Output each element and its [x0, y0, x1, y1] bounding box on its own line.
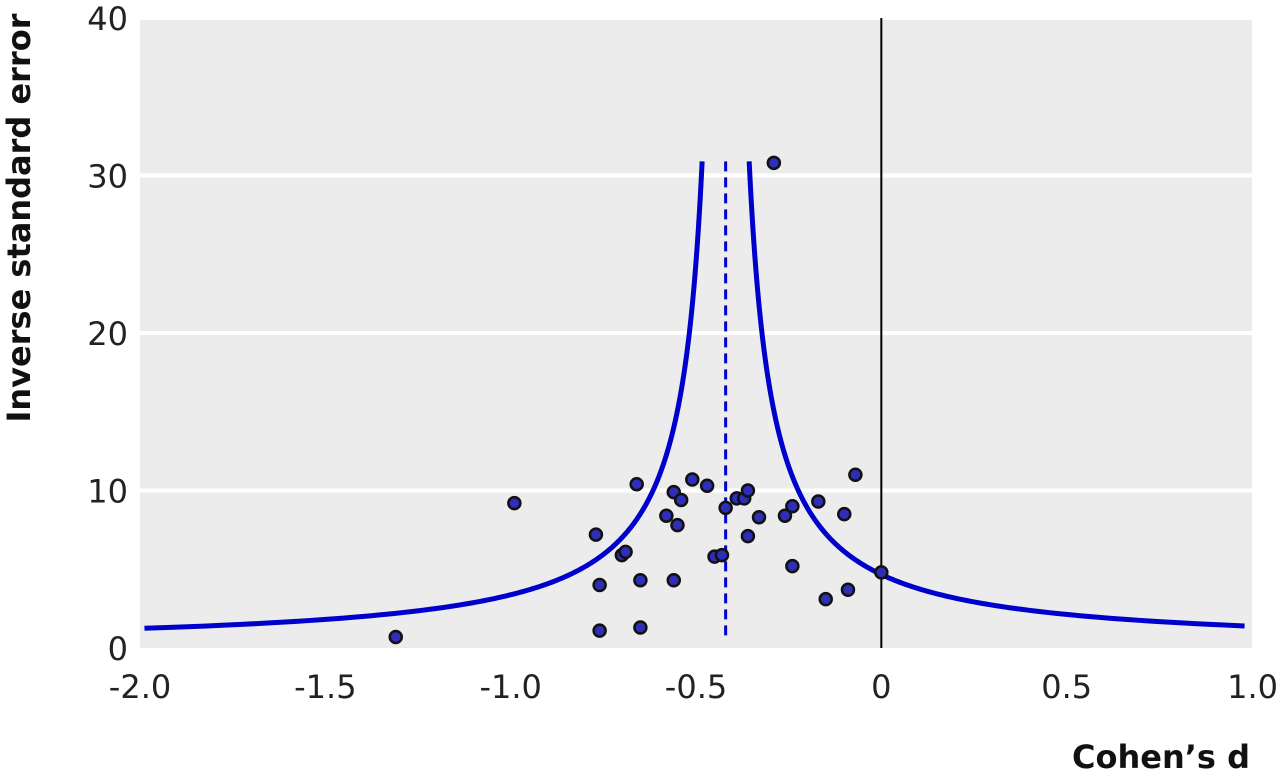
data-point — [718, 500, 733, 516]
data-point — [666, 573, 682, 588]
y-axis-label: Inverse standard error — [0, 13, 38, 422]
tick-labels: 0 10 20 30 40 -2.0 -1.5 -1.0 -0.5 0 0.5 1.0 — [87, 0, 1278, 706]
y-tick-label: 10 — [87, 473, 128, 511]
y-tick-label: 20 — [87, 315, 128, 353]
data-point — [848, 467, 863, 482]
data-point — [685, 472, 700, 487]
x-axis-label: Cohen’s d — [1072, 738, 1250, 771]
y-tick-label: 30 — [87, 158, 128, 196]
x-tick-label: -1.5 — [294, 668, 356, 706]
data-point — [659, 508, 674, 523]
y-tick-label: 40 — [87, 0, 128, 38]
data-point — [785, 499, 800, 514]
x-tick-label: -2.0 — [109, 668, 171, 706]
x-tick-label: 0.5 — [1041, 668, 1092, 706]
data-point — [670, 517, 685, 533]
data-point — [507, 495, 522, 511]
data-point — [751, 510, 767, 525]
data-point — [673, 492, 689, 508]
data-point — [837, 506, 852, 522]
data-point — [740, 483, 756, 498]
data-point — [818, 591, 833, 607]
data-point — [629, 476, 644, 492]
data-point — [840, 582, 856, 597]
data-point — [785, 558, 800, 574]
data-point — [811, 494, 826, 509]
data-point — [633, 620, 648, 635]
funnel-right-bound — [746, 161, 1245, 629]
data-point — [740, 528, 756, 544]
data-point — [699, 478, 715, 494]
data-point — [592, 623, 607, 638]
data-point — [766, 155, 782, 171]
x-tick-label: 1.0 — [1227, 668, 1278, 706]
data-point — [633, 573, 648, 588]
y-tick-label: 0 — [108, 630, 128, 668]
data-point — [592, 577, 607, 593]
data-point — [777, 508, 793, 523]
x-tick-label: 0 — [871, 668, 891, 706]
data-point — [618, 544, 633, 560]
data-point — [588, 527, 604, 542]
gridlines — [140, 16, 1252, 493]
data-point — [874, 565, 889, 580]
data-point — [388, 629, 404, 645]
data-point — [714, 547, 730, 563]
x-tick-label: -0.5 — [665, 668, 727, 706]
funnel-left-bound — [144, 161, 705, 631]
x-tick-label: -1.0 — [479, 668, 541, 706]
data-points — [388, 155, 889, 645]
